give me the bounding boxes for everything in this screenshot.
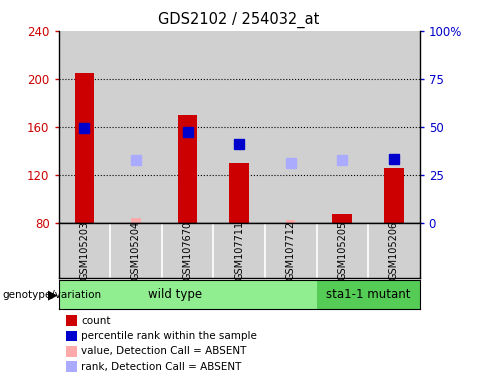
Text: GSM107670: GSM107670: [183, 221, 193, 280]
Bar: [131, 218, 141, 223]
Bar: [162, 31, 213, 223]
Bar: [229, 163, 249, 223]
Bar: [317, 31, 368, 223]
Text: value, Detection Call = ABSENT: value, Detection Call = ABSENT: [81, 346, 247, 356]
Text: wild type: wild type: [147, 288, 202, 301]
Bar: [59, 280, 317, 309]
Bar: [75, 73, 94, 223]
Text: GSM107711: GSM107711: [234, 221, 244, 280]
Bar: [178, 115, 197, 223]
Bar: [317, 280, 420, 309]
Bar: [286, 220, 295, 223]
Bar: [332, 214, 352, 223]
Text: ▶: ▶: [48, 288, 58, 301]
Text: GSM105206: GSM105206: [389, 221, 399, 280]
Bar: [110, 31, 162, 223]
Bar: [265, 31, 317, 223]
Text: GSM105205: GSM105205: [337, 221, 347, 280]
Text: rank, Detection Call = ABSENT: rank, Detection Call = ABSENT: [81, 362, 242, 372]
Text: genotype/variation: genotype/variation: [2, 290, 102, 300]
Text: GSM105204: GSM105204: [131, 221, 141, 280]
Text: percentile rank within the sample: percentile rank within the sample: [81, 331, 257, 341]
Text: GSM105203: GSM105203: [80, 221, 89, 280]
Text: sta1-1 mutant: sta1-1 mutant: [326, 288, 410, 301]
Bar: [59, 31, 110, 223]
Text: GSM107712: GSM107712: [285, 221, 296, 280]
Title: GDS2102 / 254032_at: GDS2102 / 254032_at: [159, 12, 320, 28]
Bar: [384, 167, 404, 223]
Text: count: count: [81, 316, 111, 326]
Bar: [213, 31, 265, 223]
Bar: [368, 31, 420, 223]
